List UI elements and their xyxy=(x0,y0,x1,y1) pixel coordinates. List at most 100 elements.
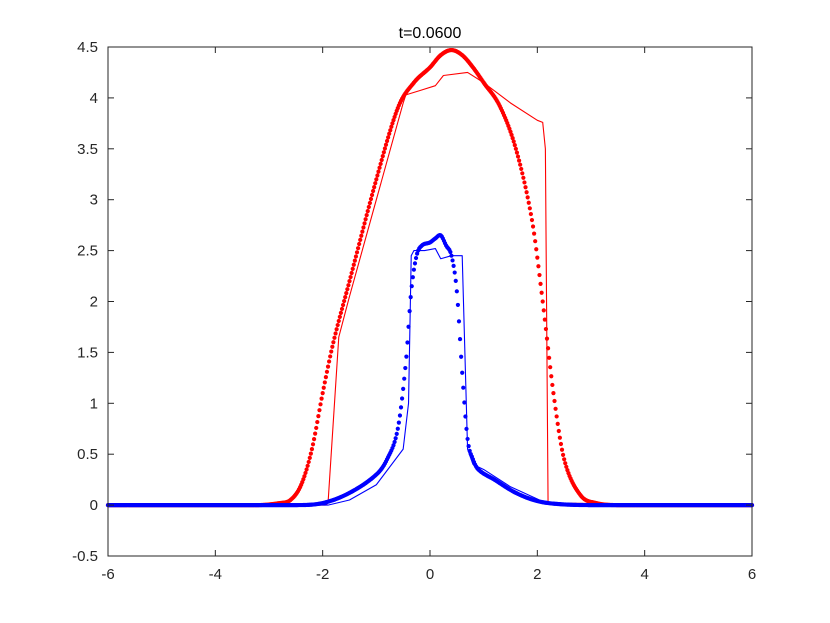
data-point xyxy=(351,262,356,267)
data-point xyxy=(551,391,556,396)
data-point xyxy=(547,355,552,360)
data-point xyxy=(355,246,361,251)
data-point xyxy=(368,196,374,202)
data-point xyxy=(538,281,543,287)
data-point xyxy=(306,459,311,465)
data-point xyxy=(451,263,456,269)
data-point xyxy=(397,413,403,418)
data-point xyxy=(374,177,379,182)
data-point xyxy=(378,161,383,166)
data-point xyxy=(305,463,310,468)
data-point xyxy=(459,354,464,359)
y-tick-label: 2.5 xyxy=(77,243,98,260)
data-point xyxy=(391,118,396,123)
data-point xyxy=(513,146,518,151)
data-point xyxy=(453,278,458,283)
data-point xyxy=(316,414,321,419)
data-point xyxy=(337,314,342,320)
data-point xyxy=(391,443,396,448)
data-point xyxy=(348,274,353,280)
data-point xyxy=(412,261,418,266)
data-point xyxy=(362,221,367,226)
data-point xyxy=(334,327,339,332)
data-point xyxy=(466,444,471,449)
data-point xyxy=(460,370,465,375)
data-point xyxy=(310,442,316,447)
data-point xyxy=(302,474,307,479)
data-point xyxy=(381,150,386,155)
data-point xyxy=(405,340,410,345)
data-point xyxy=(318,402,323,407)
data-point xyxy=(450,258,455,263)
data-point xyxy=(529,217,535,223)
data-point xyxy=(541,308,546,313)
x-tick-label: 4 xyxy=(640,566,648,583)
data-point xyxy=(338,310,344,316)
data-point xyxy=(365,208,370,214)
data-point xyxy=(535,255,540,260)
x-tick-label: -2 xyxy=(316,566,329,583)
data-point xyxy=(383,142,389,147)
data-point xyxy=(558,441,564,447)
data-point xyxy=(557,435,562,440)
data-point xyxy=(564,464,569,469)
data-point xyxy=(526,200,531,205)
data-point xyxy=(554,414,559,419)
data-point xyxy=(408,295,413,300)
data-point xyxy=(372,185,377,190)
data-point xyxy=(336,318,341,324)
data-point xyxy=(536,264,541,269)
y-tick-label: -0.5 xyxy=(72,548,98,565)
data-point xyxy=(534,247,539,252)
data-point xyxy=(319,396,324,401)
data-point xyxy=(461,385,466,390)
chart-title: t=0.0600 xyxy=(399,25,462,42)
data-point xyxy=(456,319,462,324)
data-point xyxy=(340,302,346,308)
data-point xyxy=(304,467,309,472)
data-point xyxy=(392,439,397,445)
data-point xyxy=(357,241,362,247)
data-point xyxy=(324,369,330,374)
data-point xyxy=(308,451,313,456)
data-point xyxy=(380,154,385,159)
data-point xyxy=(379,157,384,163)
data-point xyxy=(366,204,371,210)
data-point xyxy=(353,254,359,259)
data-point xyxy=(322,380,327,385)
data-point xyxy=(317,408,322,413)
data-point xyxy=(455,302,461,308)
data-point xyxy=(553,406,558,411)
data-point xyxy=(394,431,399,436)
data-point xyxy=(382,146,388,151)
data-point xyxy=(511,139,516,144)
data-point xyxy=(516,158,522,163)
data-point xyxy=(556,428,561,434)
data-point xyxy=(449,253,454,258)
data-point xyxy=(344,291,349,296)
data-point xyxy=(560,452,566,457)
x-tick-label: -4 xyxy=(209,566,222,583)
data-point xyxy=(552,398,557,404)
x-tick-label: 2 xyxy=(533,566,541,583)
data-point xyxy=(387,131,392,136)
data-point xyxy=(525,195,530,200)
data-point xyxy=(549,374,554,379)
data-point xyxy=(314,425,319,431)
data-point xyxy=(315,419,320,425)
data-point xyxy=(519,166,524,172)
data-point xyxy=(409,284,414,289)
data-point xyxy=(530,224,536,229)
y-tick-label: 0.5 xyxy=(77,446,98,463)
data-point xyxy=(328,354,333,359)
data-point xyxy=(555,421,560,426)
series-layer xyxy=(105,47,755,508)
x-tick-label: 0 xyxy=(426,566,434,583)
data-point xyxy=(303,470,308,476)
data-point xyxy=(320,391,325,396)
data-point xyxy=(330,344,335,349)
data-point xyxy=(307,455,312,460)
data-point xyxy=(350,266,355,271)
plot-background xyxy=(108,47,752,556)
